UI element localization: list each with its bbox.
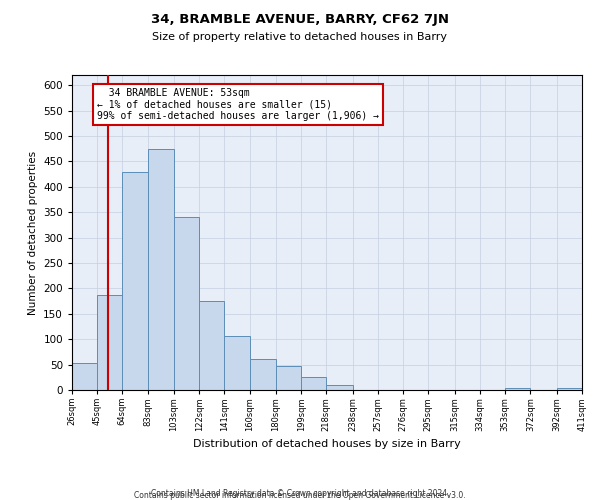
Bar (148, 148, 174, 390)
Bar (505, 388, 530, 390)
Text: Size of property relative to detached houses in Barry: Size of property relative to detached ho… (152, 32, 448, 42)
Bar (326, 385, 353, 390)
Bar (276, 366, 301, 390)
Text: 34 BRAMBLE AVENUE: 53sqm
← 1% of detached houses are smaller (15)
99% of semi-de: 34 BRAMBLE AVENUE: 53sqm ← 1% of detache… (97, 88, 379, 121)
Bar (250, 358, 276, 390)
Bar (122, 172, 148, 390)
Text: 34, BRAMBLE AVENUE, BARRY, CF62 7JN: 34, BRAMBLE AVENUE, BARRY, CF62 7JN (151, 12, 449, 26)
Bar (301, 378, 326, 390)
Y-axis label: Number of detached properties: Number of detached properties (28, 150, 38, 314)
Bar (224, 336, 250, 390)
X-axis label: Distribution of detached houses by size in Barry: Distribution of detached houses by size … (193, 439, 461, 449)
Bar (97, 295, 122, 390)
Text: Contains HM Land Registry data © Crown copyright and database right 2024.: Contains HM Land Registry data © Crown c… (151, 488, 449, 498)
Bar (174, 218, 199, 390)
Bar (72, 363, 97, 390)
Bar (557, 388, 582, 390)
Text: Contains public sector information licensed under the Open Government Licence v3: Contains public sector information licen… (134, 491, 466, 500)
Bar (199, 301, 224, 390)
